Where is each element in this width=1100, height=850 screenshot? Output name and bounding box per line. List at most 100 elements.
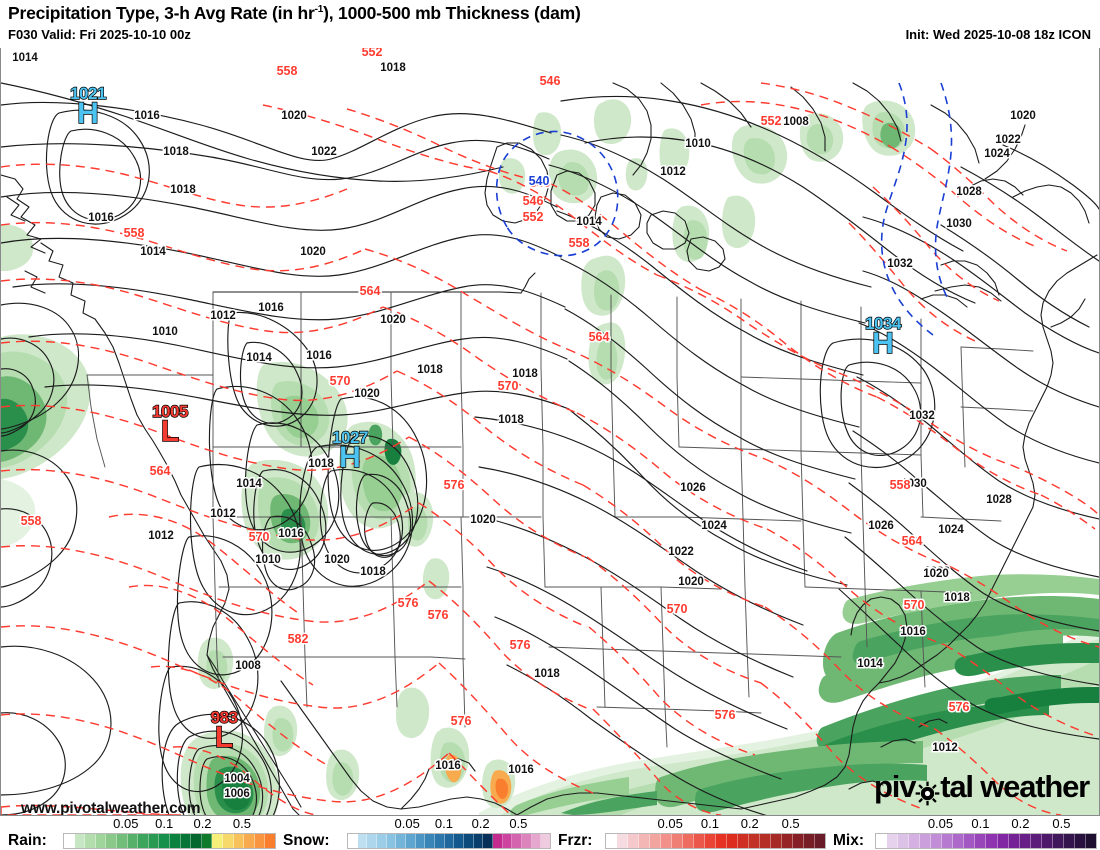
svg-text:576: 576 bbox=[510, 638, 531, 652]
svg-text:1020: 1020 bbox=[1010, 110, 1036, 122]
svg-text:1014: 1014 bbox=[857, 658, 883, 670]
svg-text:1018: 1018 bbox=[170, 184, 196, 196]
svg-text:1024: 1024 bbox=[984, 148, 1010, 160]
svg-text:1016: 1016 bbox=[900, 626, 926, 638]
colorbar-swatch bbox=[793, 834, 804, 848]
colorbar-swatch bbox=[191, 834, 202, 848]
svg-text:1016: 1016 bbox=[88, 212, 114, 224]
colorbar-strip-snow[interactable] bbox=[347, 833, 551, 849]
title-main-text: Precipitation Type, 3-h Avg Rate (in hr bbox=[8, 3, 315, 23]
logo-text-post: tal weather bbox=[940, 769, 1090, 804]
colorbar-ticks-rain: 0.05 0.1 0.2 0.5 bbox=[63, 816, 276, 833]
colorbar-swatch bbox=[705, 834, 716, 848]
svg-text:540: 540 bbox=[530, 176, 551, 190]
colorbar-swatch bbox=[201, 834, 213, 848]
colorbar-swatch bbox=[650, 834, 661, 848]
svg-text:1024: 1024 bbox=[701, 520, 727, 532]
colorbar-swatch bbox=[1063, 834, 1075, 848]
colorbar-swatch bbox=[127, 834, 139, 848]
colorbar-swatch bbox=[512, 834, 523, 848]
svg-text:1016: 1016 bbox=[134, 110, 160, 122]
colorbar-swatch bbox=[531, 834, 542, 848]
svg-text:1020: 1020 bbox=[354, 388, 380, 400]
colorbar-swatch bbox=[606, 834, 617, 848]
colorbar-strip-frzr[interactable] bbox=[605, 833, 826, 849]
colorbar-swatch bbox=[377, 834, 387, 848]
svg-text:570: 570 bbox=[330, 374, 351, 388]
colorbar-swatch bbox=[64, 834, 75, 848]
svg-text:1016: 1016 bbox=[278, 528, 304, 540]
page-title: Precipitation Type, 3-h Avg Rate (in hr-… bbox=[8, 3, 581, 24]
colorbar-swatch bbox=[617, 834, 628, 848]
colorbar-frzr[interactable]: Frzr: 0.05 0.1 0.2 0.5 bbox=[558, 816, 826, 850]
svg-text:1032: 1032 bbox=[887, 258, 913, 270]
svg-text:570: 570 bbox=[904, 598, 925, 612]
colorbar-rain[interactable]: Rain: 0.05 0.1 0.2 0.5 bbox=[8, 816, 276, 850]
colorbar-swatch bbox=[367, 834, 378, 848]
svg-text:1026: 1026 bbox=[868, 520, 894, 532]
colorbar-swatch bbox=[106, 834, 117, 848]
svg-text:1012: 1012 bbox=[932, 742, 958, 754]
colorbar-swatch bbox=[265, 834, 275, 848]
colorbar-swatch bbox=[1052, 834, 1064, 848]
colorbar-tick-label: 0.05 bbox=[927, 816, 954, 831]
colorbar-strip-mix[interactable] bbox=[875, 833, 1097, 849]
map-header: Precipitation Type, 3-h Avg Rate (in hr-… bbox=[0, 0, 1100, 48]
svg-text:552: 552 bbox=[761, 114, 782, 128]
svg-text:1018: 1018 bbox=[380, 62, 406, 74]
svg-text:576: 576 bbox=[949, 700, 970, 714]
svg-text:576: 576 bbox=[398, 596, 419, 610]
svg-text:570: 570 bbox=[249, 530, 270, 544]
map-svg: 1014 1018 1020 1016 1018 1022 1018 1016 … bbox=[1, 47, 1099, 815]
svg-text:1010: 1010 bbox=[685, 138, 711, 150]
svg-text:1022: 1022 bbox=[924, 566, 950, 578]
svg-text:1018: 1018 bbox=[944, 592, 970, 604]
svg-text:1030: 1030 bbox=[901, 478, 927, 490]
colorbar-swatch bbox=[1085, 834, 1096, 848]
svg-text:564: 564 bbox=[360, 284, 381, 298]
colorbar-swatch bbox=[233, 834, 245, 848]
svg-text:576: 576 bbox=[715, 708, 736, 722]
colorbar-snow[interactable]: Snow: 0.05 0.1 0.2 0.5 bbox=[283, 816, 551, 850]
svg-text:1022: 1022 bbox=[668, 546, 694, 558]
colorbar-swatch bbox=[760, 834, 771, 848]
colorbar-swatch bbox=[683, 834, 694, 848]
svg-text:558: 558 bbox=[21, 514, 42, 528]
svg-text:1028: 1028 bbox=[986, 494, 1012, 506]
svg-text:570: 570 bbox=[498, 379, 519, 393]
colorbar-swatch bbox=[483, 834, 494, 848]
pivotal-weather-logo: piv bbox=[874, 769, 1090, 805]
colorbar-swatch bbox=[694, 834, 705, 848]
svg-text:1004: 1004 bbox=[224, 773, 250, 785]
init-time-label: Init: Wed 2025-10-08 18z ICON bbox=[905, 27, 1091, 42]
svg-text:1016: 1016 bbox=[258, 302, 284, 314]
colorbar-strip-rain[interactable] bbox=[63, 833, 276, 849]
colorbar-mix[interactable]: Mix: 0.05 0.1 0.2 0.5 bbox=[833, 816, 1100, 850]
svg-text:1008: 1008 bbox=[235, 660, 261, 672]
svg-text:1026: 1026 bbox=[680, 482, 706, 494]
svg-text:570: 570 bbox=[667, 602, 688, 616]
logo-text-pre: piv bbox=[874, 769, 916, 804]
colorbar-swatch bbox=[639, 834, 650, 848]
colorbar-swatch bbox=[222, 834, 234, 848]
colorbar-swatch bbox=[541, 834, 551, 848]
colorbar-tick-label: 0.05 bbox=[394, 816, 420, 831]
colorbar-tick-label: 0.05 bbox=[657, 816, 683, 831]
svg-text:558: 558 bbox=[124, 226, 145, 240]
colorbar-tick-label: 0.05 bbox=[113, 816, 139, 831]
svg-text:1020: 1020 bbox=[380, 314, 406, 326]
svg-text:558: 558 bbox=[569, 236, 590, 250]
svg-text:1012: 1012 bbox=[660, 166, 686, 178]
svg-text:1022: 1022 bbox=[995, 134, 1021, 146]
svg-text:1012: 1012 bbox=[210, 508, 236, 520]
colorbar-swatch bbox=[148, 834, 160, 848]
map-canvas[interactable]: 1014 1018 1020 1016 1018 1022 1018 1016 … bbox=[0, 46, 1100, 816]
svg-text:558: 558 bbox=[890, 478, 911, 492]
colorbar-swatch bbox=[406, 834, 416, 848]
colorbar-swatch bbox=[815, 834, 825, 848]
colorbar-swatch bbox=[920, 834, 932, 848]
svg-text:1020: 1020 bbox=[324, 554, 350, 566]
colorbar-swatch bbox=[942, 834, 954, 848]
colorbar-label-rain: Rain: bbox=[8, 832, 47, 849]
